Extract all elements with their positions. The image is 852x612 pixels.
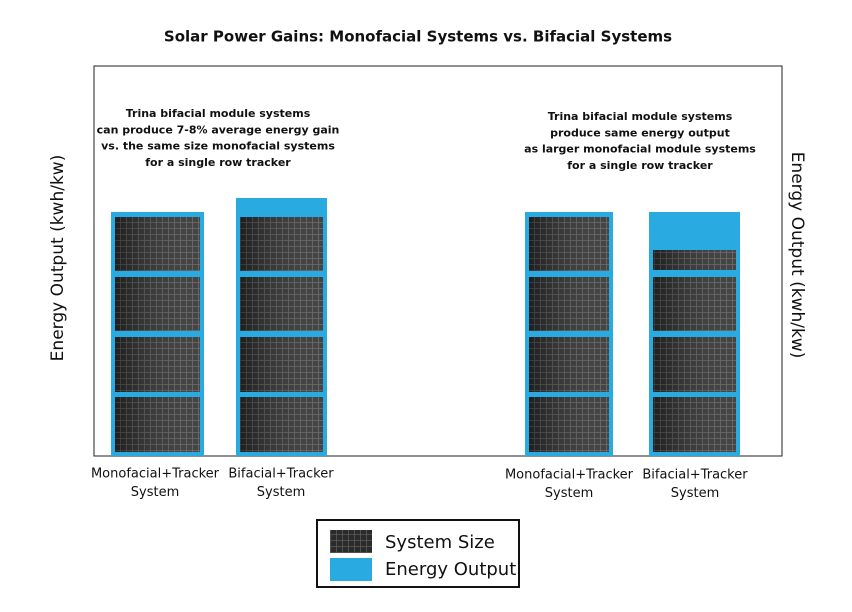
panel-shade	[529, 277, 609, 331]
panel-shade	[529, 337, 609, 392]
legend-label: Energy Output	[385, 559, 516, 580]
panel-shade	[653, 277, 736, 331]
annotation-line: as larger monofacial module systems	[524, 143, 756, 156]
system-label: System	[257, 485, 305, 500]
panel-shade	[240, 337, 323, 392]
annotation-line: Trina bifacial module systems	[126, 107, 311, 120]
annotation-line: Trina bifacial module systems	[548, 110, 733, 123]
legend-label: System Size	[385, 532, 495, 553]
legend-swatch-size	[330, 530, 372, 553]
panel-shade	[115, 217, 200, 271]
panel-shade	[240, 217, 323, 271]
axis-label-left: Energy Output (kwh/kw)	[48, 155, 68, 362]
system-label: Bifacial+Tracker	[228, 467, 334, 482]
axis-label-right: Energy Output (kwh/kw)	[787, 152, 807, 359]
panel-shade	[653, 397, 736, 452]
panel-shade	[529, 397, 609, 452]
annotation-line: can produce 7-8% average energy gain	[97, 123, 340, 136]
panel-shade	[529, 217, 609, 271]
plot-frame	[93, 65, 783, 457]
panel-shade	[115, 397, 200, 452]
system-label: Monofacial+Tracker	[91, 467, 220, 482]
system-label: System	[131, 485, 179, 500]
panel-shade	[653, 337, 736, 392]
system-label: System	[545, 486, 593, 501]
system-label: Monofacial+Tracker	[505, 468, 634, 483]
system-label: System	[671, 486, 719, 501]
annotation-line: for a single row tracker	[567, 159, 713, 172]
panel-shade	[240, 277, 323, 331]
panel-shade	[240, 397, 323, 452]
panel-shade	[115, 337, 200, 392]
title: Solar Power Gains: Monofacial Systems vs…	[164, 28, 672, 46]
panel-shade	[115, 277, 200, 331]
panel-shade	[653, 250, 736, 270]
system-label: Bifacial+Tracker	[642, 468, 748, 483]
legend-swatch-output	[330, 558, 372, 581]
annotation-line: vs. the same size monofacial systems	[101, 140, 335, 153]
annotation-line: for a single row tracker	[145, 156, 291, 169]
annotation-line: produce same energy output	[550, 126, 730, 139]
